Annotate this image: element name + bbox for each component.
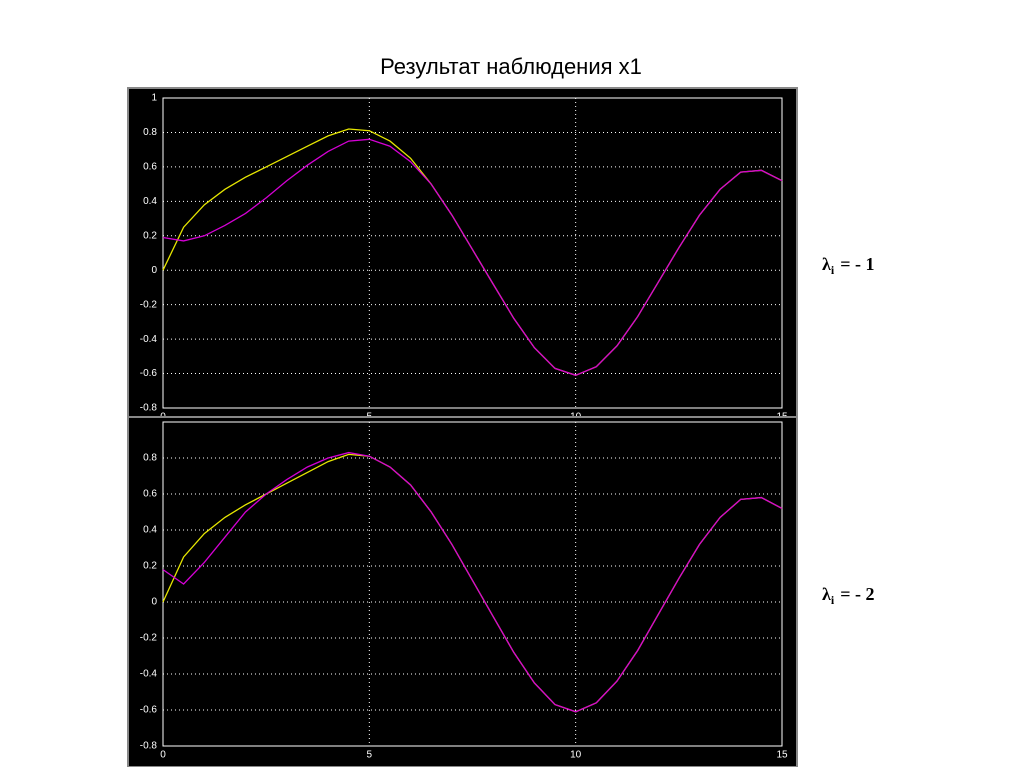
y-tick-label: -0.6 (140, 368, 158, 379)
annotation: λi = - 2 (822, 584, 874, 607)
y-tick-label: 0.2 (143, 230, 157, 241)
y-tick-label: 0 (151, 597, 157, 608)
x-tick-label: 10 (570, 750, 582, 761)
y-tick-label: 0.2 (143, 561, 157, 572)
annotation-symbol: λ (822, 254, 831, 274)
annotation: λi = - 1 (822, 254, 874, 277)
y-tick-label: 0.4 (143, 525, 157, 536)
y-tick-label: -0.8 (140, 403, 158, 414)
y-tick-label: -0.2 (140, 633, 158, 644)
y-tick-label: 0.8 (143, 453, 157, 464)
slide-title: Результат наблюдения x1 (380, 54, 642, 79)
plot-area (162, 97, 783, 409)
y-tick-label: 0.4 (143, 196, 157, 207)
y-tick-label: 1 (151, 93, 157, 104)
y-tick-label: -0.4 (140, 334, 158, 345)
y-tick-label: -0.6 (140, 705, 158, 716)
x-tick-label: 0 (160, 750, 166, 761)
x-tick-label: 15 (776, 750, 788, 761)
data-line (162, 138, 783, 376)
y-tick-label: 0.8 (143, 127, 157, 138)
y-tick-label: 0.6 (143, 162, 157, 173)
x-tick-label: 5 (367, 750, 373, 761)
y-tick-label: 0 (151, 265, 157, 276)
annotation-symbol: λ (822, 584, 831, 604)
y-tick-label: -0.8 (140, 741, 158, 752)
y-tick-label: -0.2 (140, 299, 158, 310)
y-tick-label: 0.6 (143, 489, 157, 500)
y-tick-label: -0.4 (140, 669, 158, 680)
annotation-subscript: i (831, 263, 835, 277)
data-line (162, 451, 783, 713)
annotation-text: = - 2 (840, 584, 874, 604)
plot-area (162, 421, 783, 747)
annotation-subscript: i (831, 593, 835, 607)
annotation-text: = - 1 (840, 254, 874, 274)
